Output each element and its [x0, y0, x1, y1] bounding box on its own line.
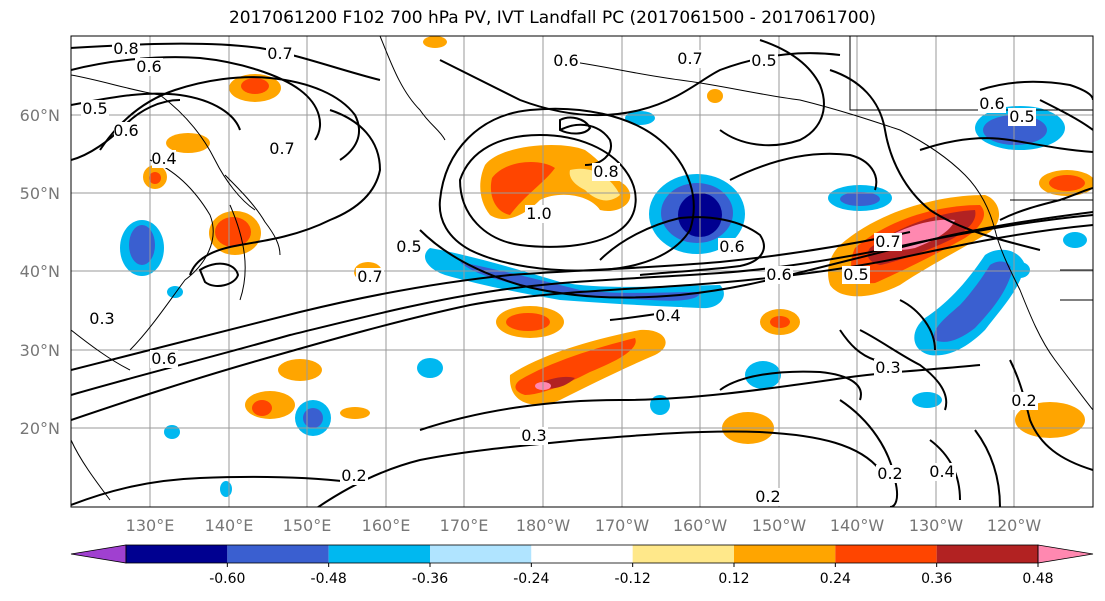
colorbar-segment	[328, 545, 430, 563]
colorbar-tick-label: -0.12	[615, 571, 651, 587]
contour-label: 0.5	[751, 51, 776, 70]
contour-label: 0.7	[357, 267, 382, 286]
contour-label: 0.3	[875, 358, 900, 377]
contour-label: 0.4	[151, 149, 176, 168]
contour-label: 0.6	[719, 237, 744, 256]
lat-label: 30°N	[20, 341, 60, 360]
contour-label: 0.4	[929, 462, 954, 481]
lon-label: 150°E	[283, 516, 332, 535]
colorbar-extend-high	[1037, 544, 1094, 564]
lon-label: 140°E	[205, 516, 254, 535]
lon-label: 130°E	[126, 516, 175, 535]
colorbar-tick-label: -0.24	[513, 571, 549, 587]
map-field: 0.8 0.6 0.7 0.5 0.6 0.4 0.7 0.6 0.7 0.5 …	[71, 36, 1093, 507]
contour-label: 0.3	[521, 426, 546, 445]
colorbar-tick-label: 0.36	[921, 571, 952, 587]
contour-label: 0.4	[655, 306, 680, 325]
latitude-labels: 60°N 50°N 40°N 30°N 20°N	[20, 106, 60, 438]
lon-label: 180°W	[516, 516, 571, 535]
contour-label: 0.2	[341, 466, 366, 485]
contour-label: 0.2	[877, 464, 902, 483]
contour-label: 0.6	[766, 265, 791, 284]
contour-label: 0.7	[267, 44, 292, 63]
colorbar-segment	[734, 545, 836, 563]
colorbar-segment	[227, 545, 329, 563]
map-title: 2017061200 F102 700 hPa PV, IVT Landfall…	[228, 8, 876, 28]
lon-label: 130°W	[909, 516, 964, 535]
lat-label: 40°N	[20, 262, 60, 281]
colorbar-segment	[430, 545, 532, 563]
contour-label: 0.8	[113, 39, 138, 58]
lon-label: 150°W	[752, 516, 807, 535]
lon-label: 140°W	[830, 516, 885, 535]
contour-label: 1.0	[526, 204, 551, 223]
colorbar-segment	[936, 545, 1038, 563]
contour-label: 0.5	[843, 265, 868, 284]
contour-label: 0.5	[82, 99, 107, 118]
lon-label: 170°E	[440, 516, 489, 535]
colorbar-tick-label: -0.36	[412, 571, 448, 587]
lat-label: 60°N	[20, 106, 60, 125]
lon-label: 160°E	[362, 516, 411, 535]
colorbar-extend-low	[70, 544, 127, 564]
lon-label: 120°W	[987, 516, 1042, 535]
lon-label: 160°W	[673, 516, 728, 535]
contour-labels: 0.8 0.6 0.7 0.5 0.6 0.4 0.7 0.6 0.7 0.5 …	[81, 39, 1038, 506]
contour-label: 0.5	[396, 237, 421, 256]
colorbar-segment	[531, 545, 633, 563]
contour-label: 0.6	[113, 121, 138, 140]
contour-label: 0.7	[269, 139, 294, 158]
lon-label: 170°W	[595, 516, 650, 535]
lat-label: 20°N	[20, 419, 60, 438]
colorbar-tick-label: 0.48	[1022, 571, 1053, 587]
contour-label: 0.3	[89, 309, 114, 328]
lat-label: 50°N	[20, 184, 60, 203]
colorbar-tick-label: -0.60	[209, 571, 245, 587]
contour-label: 0.6	[151, 349, 176, 368]
contour-label: 0.6	[553, 51, 578, 70]
contour-label: 0.7	[677, 49, 702, 68]
colorbar-tick-label: 0.12	[718, 571, 749, 587]
contour-label: 0.7	[875, 232, 900, 251]
colorbar-segment	[632, 545, 734, 563]
anomaly-shading	[120, 36, 1093, 497]
contour-label: 0.6	[136, 57, 161, 76]
contour-label: 0.5	[1009, 107, 1034, 126]
contour-label: 0.2	[1011, 391, 1036, 410]
colorbar-segment	[126, 545, 228, 563]
colorbar-outline	[125, 544, 1039, 564]
contour-label: 0.8	[593, 162, 618, 181]
contour-label: 0.2	[755, 487, 780, 506]
contour-label: 0.6	[979, 94, 1004, 113]
colorbar-tick-label: -0.48	[311, 571, 347, 587]
colorbar: -0.60 -0.48 -0.36 -0.24 -0.12 0.12 0.24 0.36 0.4…	[70, 544, 1094, 587]
longitude-labels: 130°E 140°E 150°E 160°E 170°E 180°W 170°…	[126, 516, 1042, 535]
pv-contours	[71, 39, 1093, 507]
colorbar-tick-label: 0.24	[820, 571, 851, 587]
map-frame	[70, 35, 1094, 508]
colorbar-segment	[835, 545, 937, 563]
